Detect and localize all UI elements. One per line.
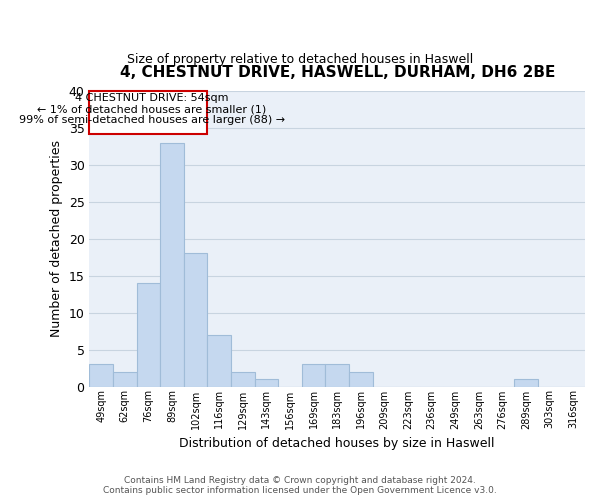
Bar [325, 364, 349, 386]
Text: ← 1% of detached houses are smaller (1): ← 1% of detached houses are smaller (1) [37, 104, 266, 114]
Bar [254, 379, 278, 386]
Bar [89, 364, 113, 386]
Text: Contains HM Land Registry data © Crown copyright and database right 2024.
Contai: Contains HM Land Registry data © Crown c… [103, 476, 497, 495]
Bar [349, 372, 373, 386]
Bar [302, 364, 325, 386]
Bar [208, 335, 231, 386]
Y-axis label: Number of detached properties: Number of detached properties [50, 140, 63, 337]
Title: 4, CHESTNUT DRIVE, HASWELL, DURHAM, DH6 2BE: 4, CHESTNUT DRIVE, HASWELL, DURHAM, DH6 … [119, 65, 555, 80]
Text: 4 CHESTNUT DRIVE: 54sqm: 4 CHESTNUT DRIVE: 54sqm [75, 93, 229, 103]
Bar [160, 142, 184, 386]
Bar [89, 91, 208, 134]
Bar [231, 372, 254, 386]
Bar [113, 372, 137, 386]
Bar [137, 283, 160, 387]
Text: 99% of semi-detached houses are larger (88) →: 99% of semi-detached houses are larger (… [19, 116, 285, 126]
Bar [184, 254, 208, 386]
Bar [514, 379, 538, 386]
X-axis label: Distribution of detached houses by size in Haswell: Distribution of detached houses by size … [179, 437, 495, 450]
Text: Size of property relative to detached houses in Haswell: Size of property relative to detached ho… [127, 52, 473, 66]
